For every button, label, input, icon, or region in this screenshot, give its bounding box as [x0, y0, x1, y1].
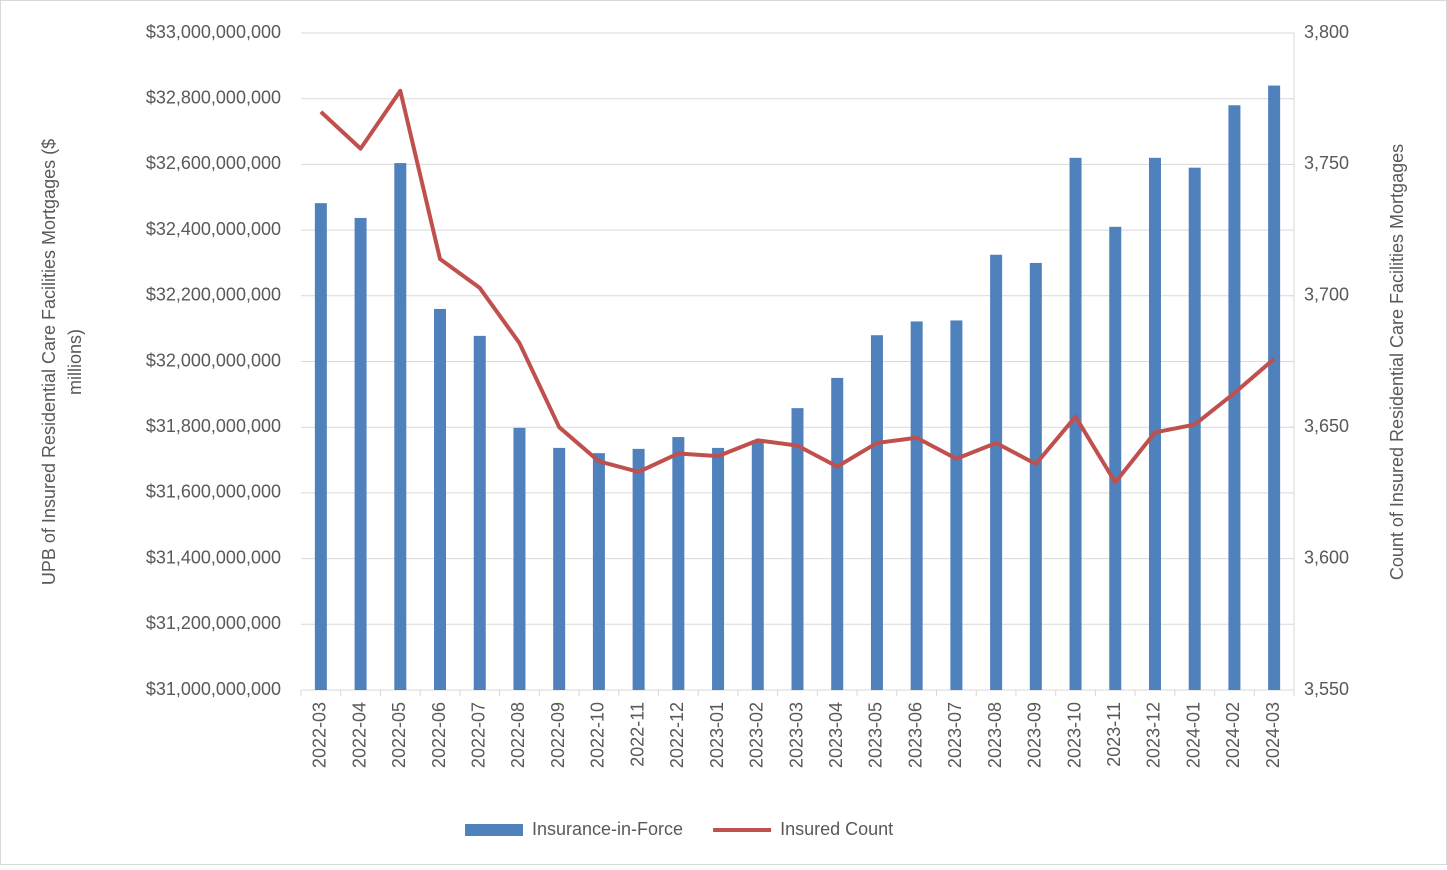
y-tick-label: $31,800,000,000	[146, 416, 281, 436]
bar	[1188, 167, 1201, 690]
bar	[1109, 226, 1122, 690]
bar	[434, 308, 447, 690]
bar	[1268, 85, 1281, 690]
y-tick-label: $32,600,000,000	[146, 153, 281, 173]
x-tick-label: 2023-04	[826, 702, 846, 768]
y-tick-label: $31,400,000,000	[146, 547, 281, 567]
legend-label: Insurance-in-Force	[532, 819, 683, 839]
y2-tick-label: 3,800	[1304, 22, 1349, 42]
x-tick-label: 2023-07	[945, 702, 965, 768]
y2-tick-label: 3,650	[1304, 416, 1349, 436]
bar	[910, 321, 923, 690]
x-tick-label: 2023-05	[866, 702, 886, 768]
y-tick-label: $31,200,000,000	[146, 613, 281, 633]
bar	[1228, 105, 1241, 690]
bar	[553, 447, 566, 690]
bar	[592, 453, 605, 690]
x-tick-label: 2024-03	[1263, 702, 1283, 768]
x-tick-label: 2022-09	[548, 702, 568, 768]
x-tick-label: 2023-09	[1025, 702, 1045, 768]
bar	[870, 335, 883, 690]
x-tick-label: 2023-08	[985, 702, 1005, 768]
bar	[831, 377, 844, 690]
bar	[1069, 157, 1082, 690]
bar	[990, 254, 1003, 691]
x-tick-label: 2022-07	[468, 702, 488, 768]
x-tick-label: 2023-02	[747, 702, 767, 768]
bar	[632, 448, 645, 690]
y-tick-label: $32,200,000,000	[146, 285, 281, 305]
x-tick-label: 2022-10	[588, 702, 608, 768]
x-tick-label: 2023-06	[905, 702, 925, 768]
x-tick-label: 2022-03	[310, 702, 330, 768]
x-tick-label: 2022-06	[429, 702, 449, 768]
x-tick-label: 2023-01	[707, 702, 727, 768]
y-tick-label: $32,000,000,000	[146, 350, 281, 370]
y2-tick-label: 3,600	[1304, 547, 1349, 567]
x-tick-label: 2022-05	[389, 702, 409, 768]
bar	[314, 203, 327, 690]
y-axis-title: UPB of Insured Residential Care Faciliti…	[39, 139, 59, 585]
y-tick-label: $31,600,000,000	[146, 482, 281, 502]
y2-tick-label: 3,550	[1304, 679, 1349, 699]
bar	[791, 408, 804, 690]
x-tick-label: 2022-04	[349, 702, 369, 768]
legend-label: Insured Count	[780, 819, 893, 839]
x-tick-label: 2022-11	[627, 702, 647, 767]
y2-tick-label: 3,700	[1304, 285, 1349, 305]
x-tick-label: 2023-03	[786, 702, 806, 768]
x-tick-label: 2023-12	[1144, 702, 1164, 768]
x-tick-label: 2022-08	[508, 702, 528, 768]
line	[319, 88, 1276, 485]
bar	[394, 163, 407, 690]
bar	[1029, 262, 1042, 690]
y-tick-label: $33,000,000,000	[146, 22, 281, 42]
bar	[950, 320, 963, 690]
y-tick-label: $32,800,000,000	[146, 87, 281, 107]
bar	[354, 217, 367, 690]
y-tick-label: $31,000,000,000	[146, 679, 281, 699]
x-tick-label: 2024-02	[1223, 702, 1243, 768]
bar	[712, 447, 725, 690]
y2-tick-label: 3,750	[1304, 153, 1349, 173]
x-tick-label: 2023-11	[1104, 702, 1124, 767]
bar	[672, 437, 685, 690]
bar	[473, 335, 486, 690]
y-tick-label: $32,400,000,000	[146, 219, 281, 239]
x-tick-label: 2022-12	[667, 702, 687, 768]
y-axis-title: millions)	[65, 329, 85, 395]
bar	[1148, 157, 1161, 690]
x-tick-label: 2024-01	[1183, 702, 1203, 768]
x-tick-label: 2023-10	[1064, 702, 1084, 768]
bar	[513, 427, 526, 690]
legend-swatch	[465, 824, 523, 836]
y2-axis-title: Count of Insured Residential Care Facili…	[1387, 144, 1407, 580]
bar	[751, 440, 764, 690]
